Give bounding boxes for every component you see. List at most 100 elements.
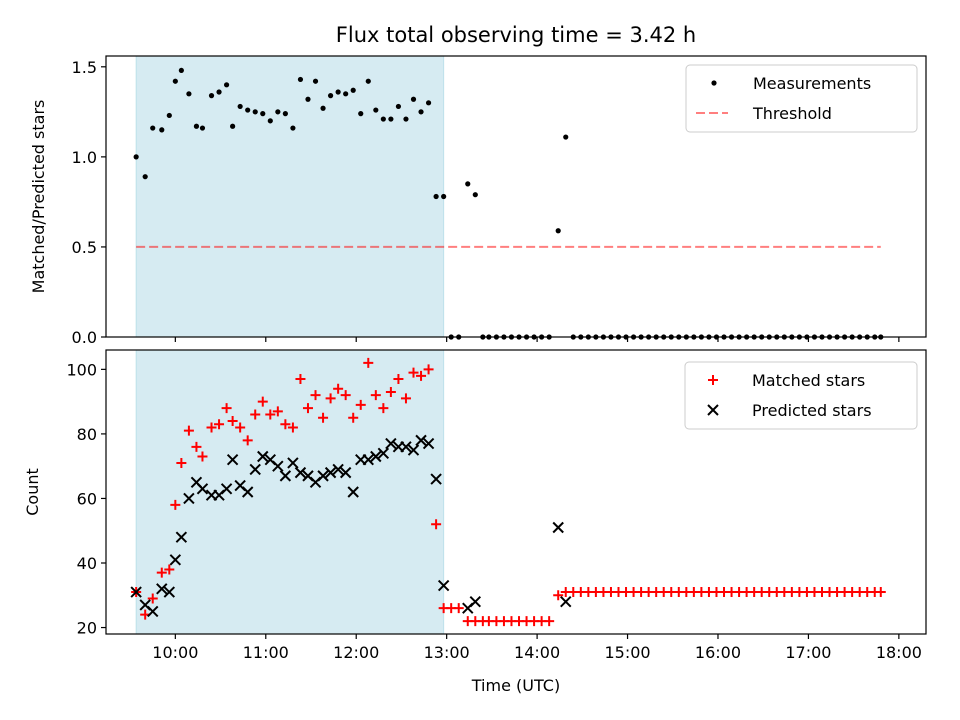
data-point <box>287 457 299 469</box>
data-point <box>318 412 329 423</box>
data-point <box>252 109 258 115</box>
data-point <box>196 483 209 495</box>
data-point <box>241 486 254 498</box>
x-axis-label: Time (UTC) <box>471 676 560 695</box>
data-point <box>242 435 253 446</box>
data-point <box>355 399 366 410</box>
data-point <box>377 447 390 459</box>
data-point <box>320 105 326 111</box>
y-tick-label: 1.0 <box>72 148 97 167</box>
data-point <box>227 416 238 426</box>
data-point <box>340 390 351 401</box>
data-point <box>150 125 156 131</box>
data-point <box>183 492 195 505</box>
y-tick-label: 40 <box>77 554 97 573</box>
data-point <box>332 463 344 476</box>
legend-label: Threshold <box>752 104 832 123</box>
data-point <box>235 422 246 433</box>
data-point <box>348 412 359 423</box>
data-point <box>257 450 269 463</box>
data-point <box>317 470 329 482</box>
data-point <box>178 67 184 74</box>
data-point <box>430 473 442 485</box>
x-tick-label: 11:00 <box>243 643 289 662</box>
y-tick-label: 100 <box>66 360 97 379</box>
data-point <box>250 409 261 420</box>
data-point <box>324 466 337 479</box>
data-point <box>197 451 208 462</box>
data-point <box>302 403 313 414</box>
data-point <box>147 605 159 618</box>
y-axis-label: Count <box>23 468 42 516</box>
data-point <box>199 125 206 131</box>
bottom-panel: 20 40 60 80 100 10:00 11:00 12:00 13:00 14:00 15:0… <box>23 349 927 695</box>
data-point <box>363 357 374 368</box>
x-tick-label: 15:00 <box>604 643 650 662</box>
series-matched-stars <box>131 357 886 627</box>
legend-label: Matched stars <box>752 371 865 390</box>
data-point <box>191 441 202 452</box>
data-point <box>347 486 359 498</box>
data-point <box>133 154 139 160</box>
data-point <box>333 383 344 394</box>
data-point <box>555 228 561 234</box>
data-point <box>216 89 222 95</box>
data-point <box>267 118 273 124</box>
data-point <box>221 403 232 414</box>
data-point <box>388 116 394 122</box>
data-point <box>407 444 420 456</box>
data-point <box>425 100 432 106</box>
data-point <box>416 370 427 381</box>
data-point <box>237 103 243 110</box>
data-point <box>380 116 386 122</box>
data-point <box>362 454 374 466</box>
data-point <box>385 386 396 397</box>
x-tick-label: 10:00 <box>152 643 198 662</box>
x-tick-label: 12:00 <box>333 643 379 662</box>
legend: Matched stars Predicted stars <box>684 361 918 430</box>
data-point <box>220 483 233 495</box>
data-point <box>358 111 364 117</box>
legend: Measurements Threshold <box>685 64 918 133</box>
data-point <box>172 78 178 84</box>
top-panel: 0.0 0.5 1.0 1.5 Matched/Predicted stars Measu… <box>29 55 927 347</box>
data-point <box>272 460 284 472</box>
data-point <box>552 521 564 534</box>
data-point <box>272 406 283 417</box>
data-point <box>453 603 464 614</box>
data-point <box>130 586 142 598</box>
data-point <box>395 103 402 110</box>
legend-box <box>685 64 918 133</box>
data-point <box>465 181 471 187</box>
y-tick-label: 1.5 <box>72 58 97 77</box>
data-point <box>437 579 450 592</box>
legend-label: Predicted stars <box>752 401 872 420</box>
observing-span <box>135 55 445 338</box>
data-point <box>156 583 168 595</box>
data-point <box>553 590 564 601</box>
data-point <box>403 116 409 122</box>
data-point <box>186 91 192 97</box>
data-point <box>423 364 434 375</box>
data-point <box>297 76 304 83</box>
y-tick-label: 60 <box>77 489 97 508</box>
data-point <box>265 409 276 420</box>
x-tick-label: 16:00 <box>695 643 741 662</box>
data-point <box>393 374 404 385</box>
data-point <box>560 596 572 608</box>
data-point <box>335 89 341 95</box>
data-point <box>365 78 371 84</box>
data-point <box>156 567 167 578</box>
x-tick-label: 14:00 <box>514 643 560 662</box>
data-point <box>193 123 200 129</box>
data-point <box>415 434 427 447</box>
data-point <box>343 91 349 97</box>
data-point <box>175 531 188 543</box>
y-axis-label: Matched/Predicted stars <box>29 100 48 294</box>
data-point <box>875 587 886 598</box>
x-tick-label: 13:00 <box>424 643 470 662</box>
x-tick-label: 18:00 <box>876 643 922 662</box>
data-point <box>325 393 336 404</box>
data-point <box>206 422 217 433</box>
data-point <box>159 127 165 133</box>
